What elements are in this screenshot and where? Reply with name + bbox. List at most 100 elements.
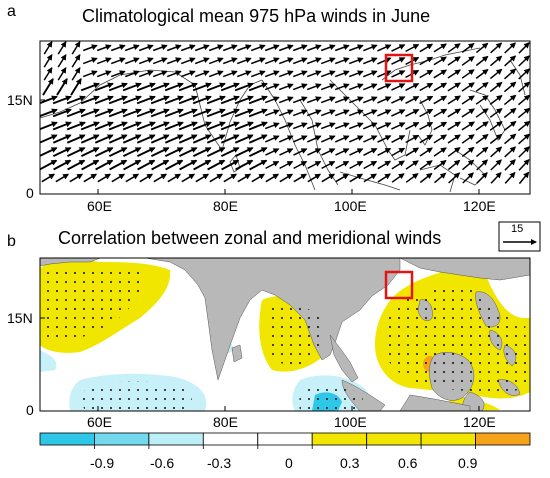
wind-vector (150, 147, 170, 157)
wind-vector (248, 108, 268, 118)
wind-vector (348, 122, 364, 130)
wind-vector (419, 43, 434, 53)
wind-vector (490, 171, 502, 184)
wind-vector (433, 95, 448, 105)
wind-vector (348, 83, 364, 91)
wind-vector (220, 95, 240, 105)
wind-vector (164, 108, 184, 118)
wind-vector (110, 57, 126, 65)
wind-vector (152, 44, 168, 52)
wind-vector (279, 173, 294, 183)
colorbar-label-03: 0.3 (340, 455, 360, 471)
wind-vector (56, 78, 68, 96)
wind-vector (419, 172, 433, 184)
wind-vector (166, 57, 182, 65)
wind-vector (292, 83, 308, 91)
wind-vector (192, 82, 212, 92)
wind-vector (152, 70, 168, 78)
wind-vector (222, 44, 238, 52)
wind-vector (433, 82, 448, 92)
wind-vector (391, 109, 406, 117)
panel-a-highlight-box (384, 53, 414, 83)
wind-vector (57, 54, 67, 68)
panel-b-xtick-100e: 100E (334, 414, 367, 430)
wind-vector (433, 134, 447, 144)
wind-vector (349, 135, 364, 143)
wind-vector (178, 82, 198, 92)
wind-vector (419, 160, 433, 170)
wind-vector (377, 160, 392, 170)
wind-vector (94, 82, 114, 92)
wind-vector (293, 135, 308, 143)
wind-vector (124, 57, 140, 65)
wind-vector (363, 44, 378, 52)
wind-vector (504, 159, 516, 171)
wind-vector (206, 147, 226, 157)
wind-vector (363, 160, 378, 170)
wind-vector (490, 159, 502, 171)
wind-vector (476, 172, 488, 184)
wind-vector (264, 44, 280, 52)
wind-vector (475, 108, 489, 118)
wind-vector (489, 133, 503, 145)
wind-vector (248, 134, 268, 144)
panel-b-xtick-120e: 120E (463, 414, 496, 430)
wind-vector (279, 160, 294, 170)
wind-vector (307, 135, 322, 143)
wind-vector (503, 120, 517, 131)
colorbar-swatch (420, 432, 476, 446)
wind-vector (164, 121, 184, 131)
colorbar-label-06: 0.6 (398, 455, 418, 471)
wind-vector (405, 134, 420, 144)
wind-vector (250, 70, 266, 78)
wind-vector (461, 82, 475, 92)
significance-stippling (45, 266, 528, 411)
panel-a-title: Climatological mean 975 hPa winds in Jun… (82, 6, 431, 26)
wind-vector-field (40, 41, 530, 185)
wind-vector (66, 95, 86, 105)
wind-vector (335, 173, 350, 183)
wind-vector (150, 134, 170, 144)
wind-vector (234, 82, 254, 92)
panel-a-xtick-60e: 60E (87, 198, 112, 214)
wind-vector (248, 82, 268, 92)
wind-vector (180, 70, 196, 78)
panel-a-map (40, 41, 530, 194)
wind-vector (264, 96, 280, 104)
wind-vector (419, 95, 434, 105)
wind-vector (292, 109, 308, 117)
wind-vector (475, 55, 489, 67)
colorbar (39, 432, 531, 449)
wind-vector (192, 108, 212, 118)
wind-vector (334, 122, 350, 130)
wind-vector (111, 173, 126, 183)
wind-vector (292, 96, 308, 104)
wind-vector (405, 122, 420, 130)
wind-vector (150, 82, 170, 92)
wind-vector (279, 135, 294, 143)
wind-vector (490, 146, 503, 158)
wind-vector (489, 94, 503, 105)
wind-vector (377, 135, 392, 143)
wind-vector (265, 148, 280, 156)
wind-vector (419, 108, 434, 118)
wind-vector (461, 121, 475, 131)
wind-vector (433, 43, 447, 53)
wind-vector (306, 83, 322, 91)
wind-vector (164, 147, 184, 157)
wind-vector (137, 159, 156, 171)
panel-a-ytick-0: 0 (26, 185, 34, 201)
wind-vector (150, 95, 170, 105)
wind-vector (475, 68, 489, 79)
wind-vector (151, 159, 170, 171)
wind-vector (434, 172, 447, 184)
wind-vector (122, 121, 142, 131)
panel-b-frame (39, 257, 531, 412)
wind-vector (206, 121, 226, 131)
wind-vector (320, 44, 336, 52)
wind-vector (518, 158, 530, 171)
wind-vector (96, 44, 112, 52)
wind-vector (80, 108, 100, 118)
wind-vector (71, 54, 81, 68)
wind-vector (293, 173, 308, 183)
